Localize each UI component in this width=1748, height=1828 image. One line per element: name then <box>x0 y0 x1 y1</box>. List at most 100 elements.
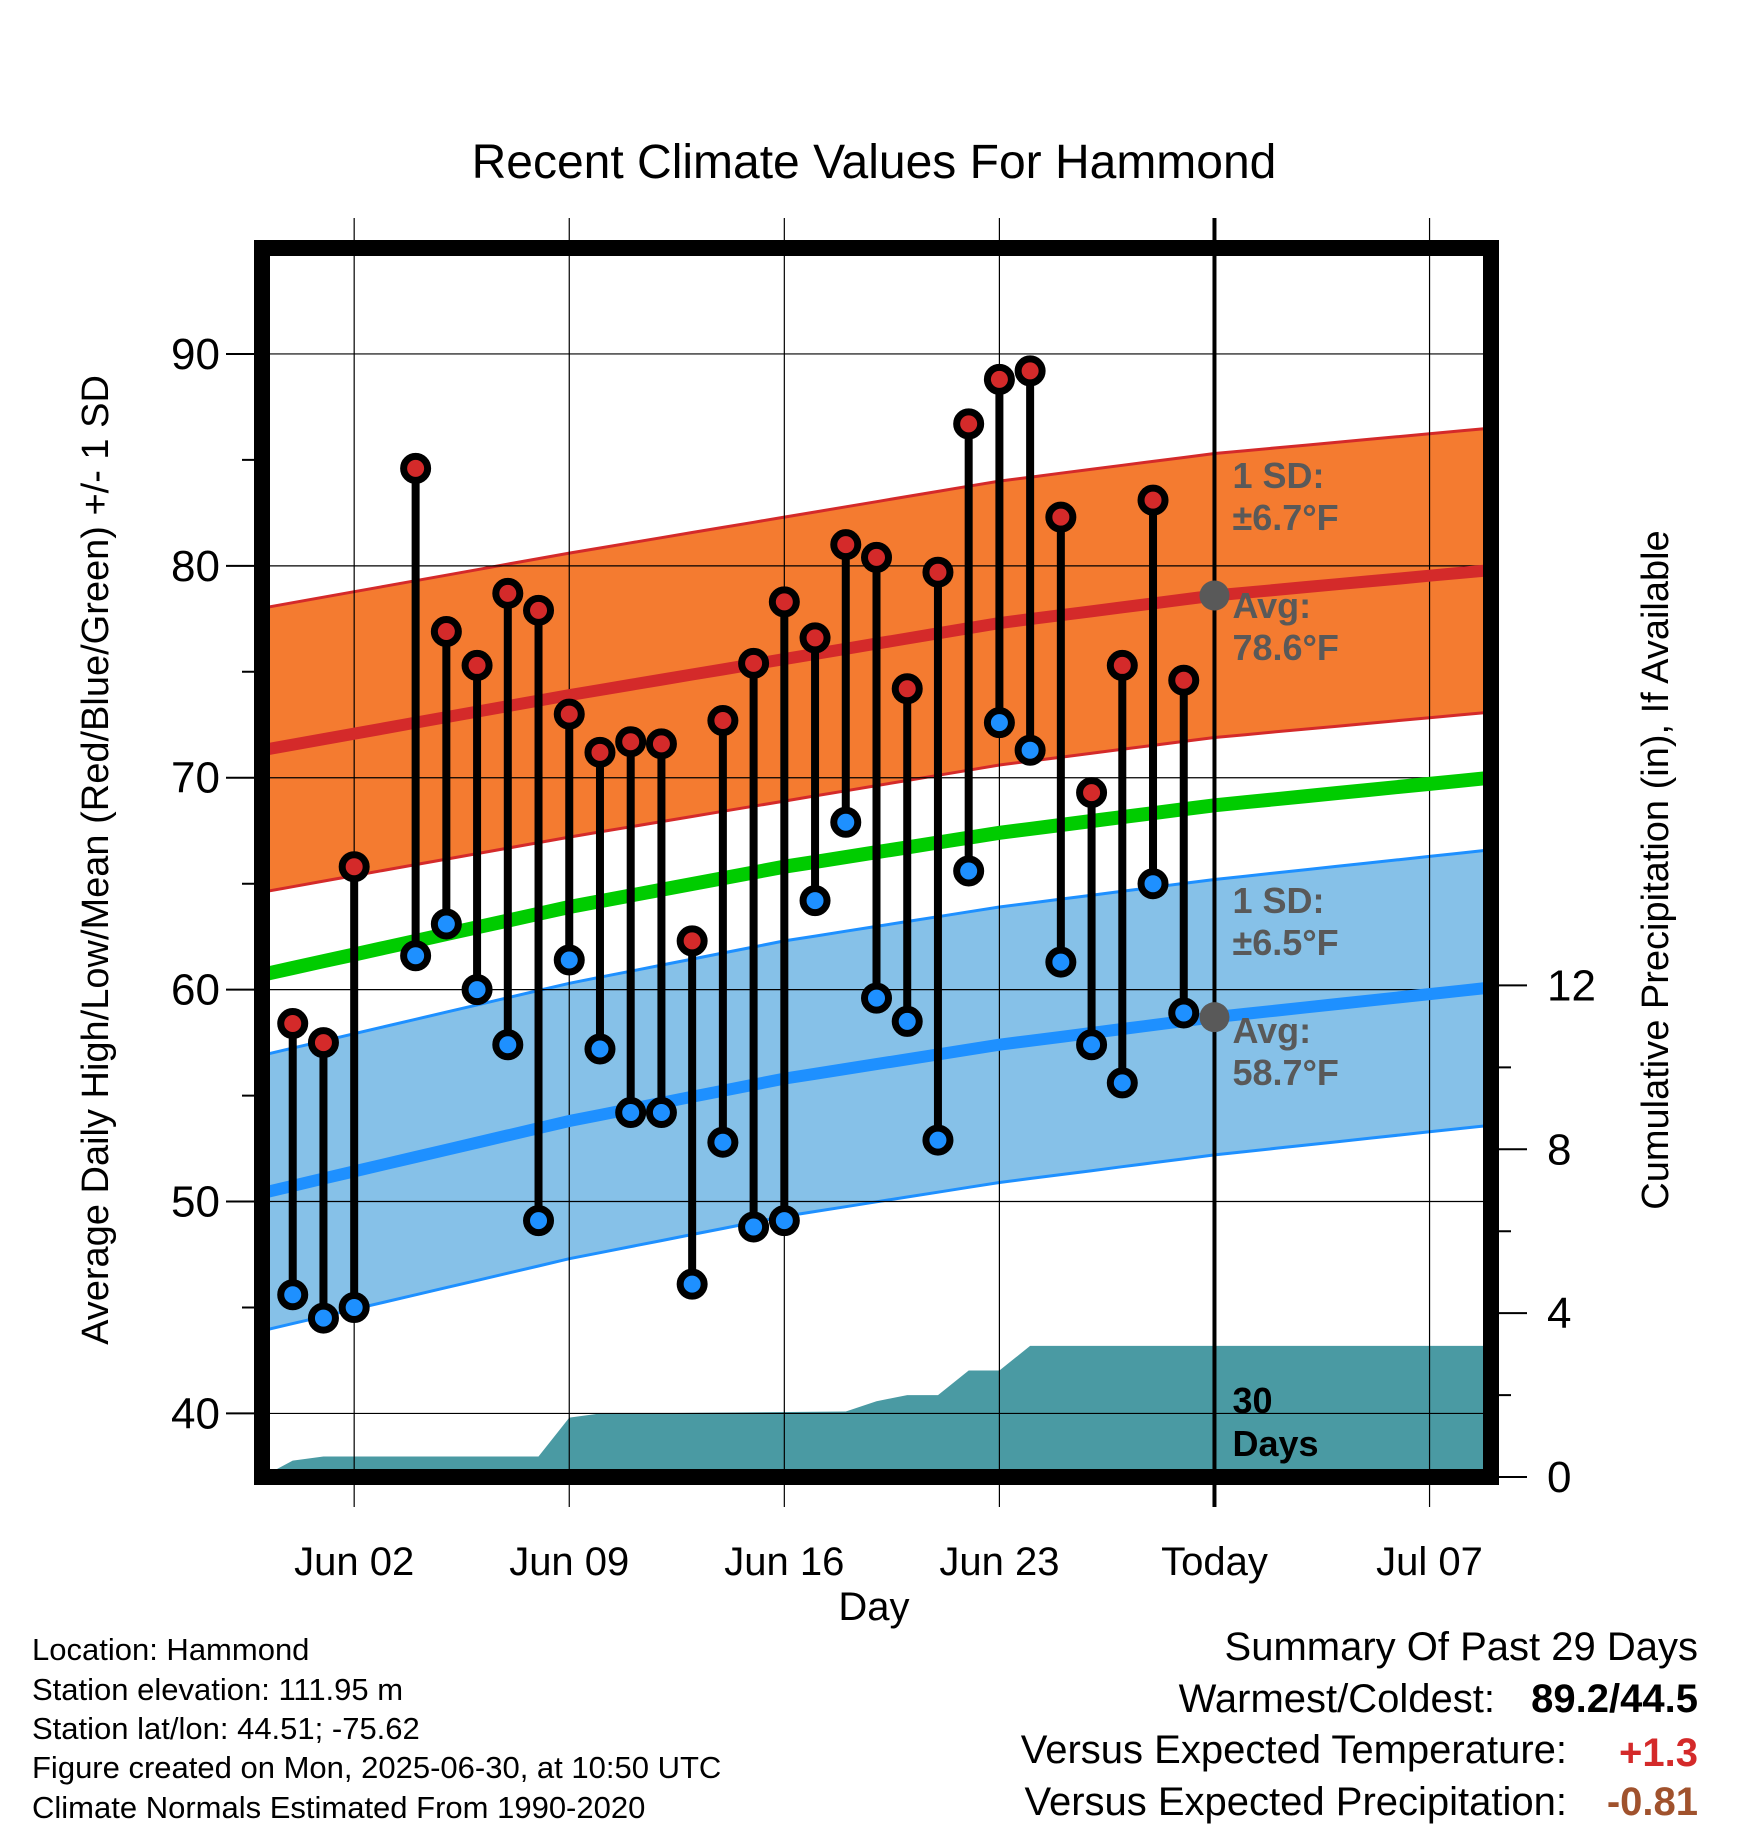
daily-high-point <box>430 616 462 648</box>
daily-low-point <box>307 1302 339 1334</box>
daily-high-point <box>1045 501 1077 533</box>
days-annotation-count: 30 <box>1232 1380 1272 1421</box>
x-tick-label: Jun 09 <box>509 1540 629 1584</box>
daily-low-point <box>707 1126 739 1158</box>
daily-low-point <box>1014 734 1046 766</box>
latlon-text: Station lat/lon: 44.51; -75.62 <box>32 1711 420 1746</box>
y2-axis-label: Cumulative Precipitation (in), If Availa… <box>1635 530 1677 1209</box>
chart-title: Recent Climate Values For Hammond <box>472 136 1277 189</box>
y-axis-ticks: 40 50 60 70 80 90 <box>171 330 262 1438</box>
daily-values <box>277 355 1200 1334</box>
x-tick-label: Jun 02 <box>294 1540 414 1584</box>
daily-low-point <box>738 1211 770 1243</box>
temp-anomaly-label: Versus Expected Temperature: <box>1021 1728 1567 1772</box>
daily-low-point <box>645 1097 677 1129</box>
y-axis-label: Average Daily High/Low/Mean (Red/Blue/Gr… <box>75 375 117 1345</box>
daily-high-point <box>1168 664 1200 696</box>
daily-high-point <box>830 529 862 561</box>
daily-low-point <box>676 1268 708 1300</box>
daily-low-point <box>1076 1029 1108 1061</box>
y2-axis-ticks: 0 4 8 12 <box>1491 961 1596 1502</box>
daily-high-point <box>861 541 892 573</box>
y2-tick-label: 8 <box>1547 1125 1571 1174</box>
high-sd-annotation-value: ±6.7°F <box>1232 497 1338 538</box>
daily-high-point <box>1076 777 1108 809</box>
daily-high-point <box>307 1027 339 1059</box>
created-text: Figure created on Mon, 2025-06-30, at 10… <box>32 1750 721 1785</box>
daily-high-point <box>1014 355 1046 387</box>
daily-low-point <box>891 1005 923 1037</box>
precip-anomaly-label: Versus Expected Precipitation: <box>1024 1780 1567 1824</box>
daily-low-point <box>461 974 493 1006</box>
warm-cold-label: Warmest/Coldest: <box>1179 1677 1495 1721</box>
daily-high-point <box>738 647 770 679</box>
daily-high-point <box>461 649 493 681</box>
temp-anomaly-value: +1.3 <box>1619 1731 1698 1775</box>
plot-frame <box>254 240 1499 1485</box>
daily-low-point <box>1137 868 1169 900</box>
x-tick-label: Jun 16 <box>724 1540 844 1584</box>
y2-tick-label: 0 <box>1547 1453 1571 1502</box>
today-avg-low-marker <box>1199 1002 1230 1033</box>
x-axis-ticks: Jun 02 Jun 09 Jun 16 Jun 23 Today Jul 07 <box>294 1540 1483 1584</box>
daily-high-point <box>891 673 923 705</box>
low-avg-annotation-label: Avg: <box>1232 1010 1311 1051</box>
daily-high-point <box>768 586 800 618</box>
high-avg-annotation-value: 78.6°F <box>1232 627 1338 668</box>
daily-low-point <box>953 855 985 887</box>
daily-low-point <box>615 1097 647 1129</box>
daily-high-point <box>645 728 677 760</box>
daily-low-point <box>1045 946 1077 978</box>
high-avg-annotation-label: Avg: <box>1232 585 1311 626</box>
daily-low-point <box>430 908 462 940</box>
daily-low-point <box>1106 1067 1138 1099</box>
warm-cold-value: 89.2/44.5 <box>1531 1677 1698 1721</box>
daily-high-point <box>707 705 739 737</box>
daily-low-point <box>922 1124 954 1156</box>
daily-low-point <box>799 885 831 917</box>
x-tick-label: Today <box>1161 1540 1268 1584</box>
station-info: Location: Hammond Station elevation: 111… <box>32 1632 721 1825</box>
daily-low-point <box>400 940 432 972</box>
location-text: Location: Hammond <box>32 1632 309 1667</box>
y-tick-label: 80 <box>171 542 220 591</box>
days-annotation-label: Days <box>1232 1423 1318 1464</box>
daily-high-point <box>1137 484 1169 516</box>
daily-high-point <box>615 726 647 758</box>
daily-high-point <box>400 452 432 484</box>
daily-low-point <box>277 1279 309 1311</box>
daily-high-point <box>953 408 985 440</box>
normals-text: Climate Normals Estimated From 1990-2020 <box>32 1790 645 1825</box>
x-axis-label: Day <box>838 1585 909 1629</box>
y2-tick-label: 12 <box>1547 961 1596 1010</box>
daily-low-point <box>1168 997 1200 1029</box>
today-avg-high-marker <box>1199 580 1230 611</box>
y-tick-label: 70 <box>171 754 220 803</box>
low-sd-annotation-value: ±6.5°F <box>1232 922 1338 963</box>
precip-anomaly-value: -0.81 <box>1607 1780 1698 1824</box>
high-sd-annotation-label: 1 SD: <box>1232 455 1324 496</box>
daily-high-point <box>983 363 1015 395</box>
daily-high-point <box>584 736 616 768</box>
daily-high-point <box>523 594 555 626</box>
daily-low-point <box>553 944 585 976</box>
daily-high-point <box>1106 649 1138 681</box>
daily-high-point <box>338 851 370 883</box>
daily-high-point <box>492 577 524 609</box>
daily-low-point <box>768 1205 800 1237</box>
y2-tick-label: 4 <box>1547 1289 1571 1338</box>
y-tick-label: 40 <box>171 1389 220 1438</box>
summary-title: Summary Of Past 29 Days <box>1225 1625 1698 1669</box>
daily-low-point <box>338 1291 370 1323</box>
low-avg-annotation-value: 58.7°F <box>1232 1052 1338 1093</box>
daily-low-point <box>983 707 1015 739</box>
daily-low-point <box>830 806 862 838</box>
daily-high-point <box>799 622 831 654</box>
y-tick-label: 60 <box>171 966 220 1015</box>
y-tick-label: 50 <box>171 1178 220 1227</box>
daily-high-point <box>922 556 954 588</box>
x-tick-label: Jun 23 <box>939 1540 1059 1584</box>
high-sd-band-upper-edge <box>261 426 1492 610</box>
